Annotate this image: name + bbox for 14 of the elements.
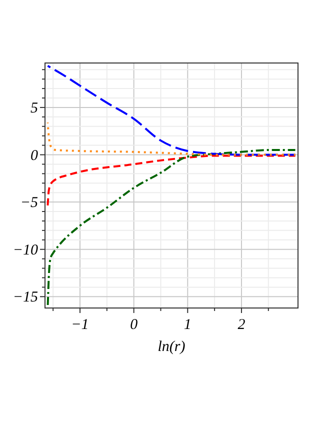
x-tick-label: 1 [184,317,192,333]
y-tick-label: −10 [12,242,38,258]
x-axis-title: ln(r) [158,339,186,355]
x-tick-label: 0 [130,317,138,333]
x-tick-label: 2 [238,317,246,333]
line-series [46,64,296,156]
line-series [46,149,296,308]
y-tick-label: −15 [12,290,38,306]
y-tick-label: 0 [30,148,38,164]
line-series [46,154,296,207]
x-tick-label: −1 [71,317,89,333]
line-series [46,122,296,156]
y-tick-label: −5 [20,195,38,212]
y-tick-label: 5 [30,100,38,116]
